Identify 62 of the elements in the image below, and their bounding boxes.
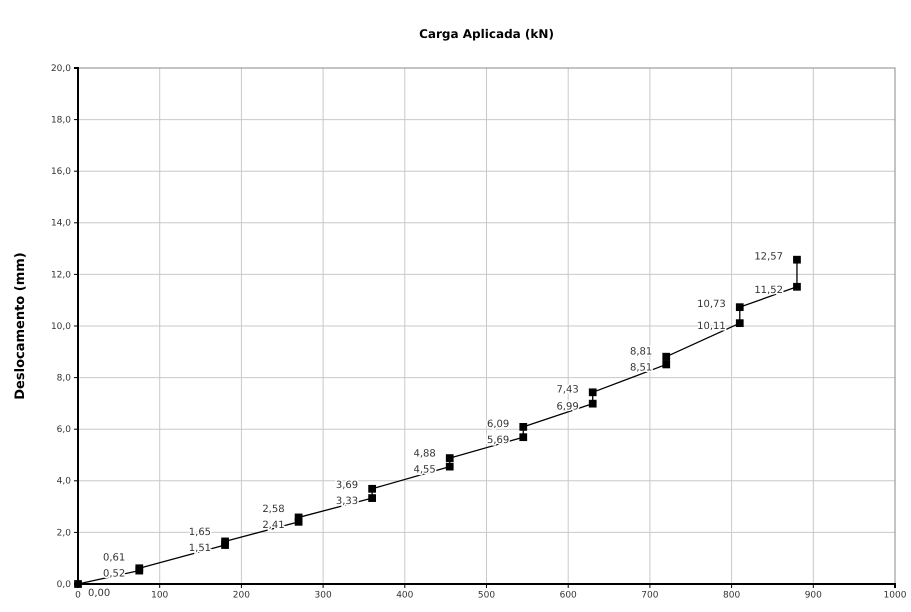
y-axis-title: Deslocamento (mm) [13,252,28,400]
point [793,256,801,264]
x-tick-label: 800 [723,590,740,600]
x-tick-label: 400 [396,590,414,600]
data-label: 6,09 [487,418,510,430]
data-label: 1,51 [188,543,212,554]
point [294,514,302,522]
data-label: 4,55 [413,464,436,476]
point [368,484,376,493]
data-label: 8,81 [630,346,652,358]
point [519,423,528,431]
point [793,282,801,291]
point [221,538,229,546]
data-label: 7,43 [556,384,579,396]
point [446,462,454,470]
point [74,580,82,588]
point [662,360,670,368]
x-tick-label: 0 [75,590,82,600]
data-label: 2,58 [262,504,285,515]
y-tick-label: 12,0 [50,270,72,280]
x-tick-label: 700 [641,590,659,600]
y-tick-label: 18,0 [50,115,72,126]
point [588,388,597,396]
y-tick-label: 0,0 [56,580,72,590]
data-label: 4,88 [413,448,436,460]
point [662,352,670,361]
x-tick-label: 1000 [884,590,907,600]
y-tick-label: 6,0 [56,425,72,436]
chart-title: Carga Aplicada (kN) [419,27,554,41]
y-tick-label: 14,0 [50,218,72,229]
point [588,400,597,408]
data-label: 5,69 [487,435,510,446]
data-label: 2,41 [262,520,285,531]
data-label: 3,33 [336,496,358,508]
y-tick-label: 4,0 [56,476,72,487]
point [519,433,528,442]
data-label: 12,57 [754,252,783,263]
data-label: 10,73 [697,299,726,310]
x-tick-label: 200 [232,590,250,600]
point [736,303,744,312]
y-tick-label: 8,0 [56,373,72,384]
y-tick-label: 2,0 [56,528,72,538]
point [135,564,144,572]
point [736,319,744,328]
data-label: 6,99 [556,402,579,413]
data-label: 11,52 [754,284,783,296]
data-label: 1,65 [188,527,212,538]
y-tick-label: 16,0 [50,167,72,178]
point [368,494,376,502]
data-label: 0,00 [88,588,110,599]
x-tick-label: 100 [151,590,169,600]
y-tick-label: 20,0 [50,64,72,74]
y-tick-label: 10,0 [50,322,72,332]
data-label: 3,69 [336,480,358,492]
point [446,454,454,462]
x-tick-label: 900 [804,590,822,600]
x-tick-label: 600 [560,590,578,600]
x-tick-label: 500 [478,590,496,600]
data-label: 8,51 [630,362,652,374]
x-tick-label: 300 [314,590,332,600]
data-label: 0,61 [103,552,126,564]
data-label: 10,11 [697,321,726,332]
